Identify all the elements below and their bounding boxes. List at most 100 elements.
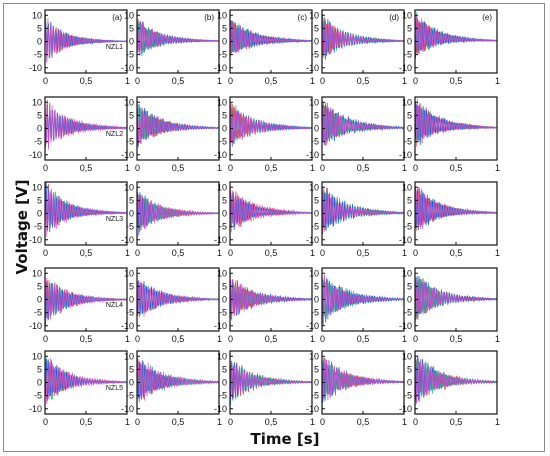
y-tick-label: 0	[314, 295, 319, 305]
y-tick-label: 0	[222, 378, 227, 388]
y-tick-label: 0	[407, 295, 412, 305]
series-line-4	[415, 14, 497, 57]
y-tick-label: -5	[126, 391, 134, 401]
y-tick-label: -5	[34, 137, 42, 147]
x-tick-label: 1	[495, 417, 500, 427]
y-tick-label: 5	[314, 23, 319, 33]
y-tick-label: 0	[314, 37, 319, 47]
y-tick-label: 5	[129, 195, 134, 205]
series-line-4	[137, 194, 219, 231]
y-tick-label: 0	[407, 37, 412, 47]
x-tick-label: 0	[43, 76, 48, 86]
y-tick-label: 0	[407, 209, 412, 219]
x-tick-label: 0	[228, 334, 233, 344]
series-line-4	[415, 278, 497, 321]
y-tick-label: 10	[32, 10, 42, 20]
x-tick-label: 0,5	[80, 163, 93, 173]
y-tick-label: 0	[129, 378, 134, 388]
y-tick-label: 5	[222, 110, 227, 120]
x-tick-label: 0,5	[357, 417, 370, 427]
y-tick-label: -5	[219, 308, 227, 318]
y-tick-label: -5	[404, 50, 412, 60]
x-axis-label: Time [s]	[250, 430, 320, 448]
x-tick-label: 0	[135, 417, 140, 427]
y-tick-label: 5	[129, 110, 134, 120]
x-tick-label: 1	[495, 76, 500, 86]
y-tick-label: 0	[37, 295, 42, 305]
x-tick-label: 1	[402, 76, 407, 86]
x-tick-label: 0	[135, 76, 140, 86]
y-tick-label: 5	[314, 281, 319, 291]
y-tick-label: -10	[214, 321, 227, 331]
y-tick-label: 5	[407, 364, 412, 374]
x-tick-label: 0	[413, 417, 418, 427]
y-tick-label: 5	[37, 364, 42, 374]
y-tick-label: -5	[126, 50, 134, 60]
signal-traces	[45, 357, 127, 407]
y-tick-label: -10	[214, 63, 227, 73]
y-tick-label: 10	[217, 268, 227, 278]
y-tick-label: 0	[407, 378, 412, 388]
x-tick-label: 0	[43, 334, 48, 344]
y-tick-label: -10	[306, 235, 319, 245]
series-line-4	[415, 354, 497, 404]
y-tick-label: 5	[222, 364, 227, 374]
y-tick-label: -10	[121, 404, 134, 414]
x-tick-label: 0,5	[265, 334, 278, 344]
y-tick-label: 5	[222, 281, 227, 291]
column-label: (d)	[389, 13, 399, 22]
y-tick-label: -5	[311, 137, 319, 147]
signal-traces	[230, 278, 312, 321]
y-tick-label: -10	[121, 235, 134, 245]
x-tick-label: 1	[125, 417, 130, 427]
x-tick-label: 1	[402, 248, 407, 258]
x-tick-label: 0,5	[450, 163, 463, 173]
y-tick-label: 10	[402, 10, 412, 20]
x-tick-label: 0	[320, 248, 325, 258]
y-tick-label: -10	[399, 321, 412, 331]
x-tick-label: 1	[217, 417, 222, 427]
y-tick-label: 0	[37, 37, 42, 47]
y-tick-label: 10	[124, 351, 134, 361]
y-tick-label: -10	[121, 150, 134, 160]
x-tick-label: 0	[43, 248, 48, 258]
signal-traces	[45, 99, 127, 150]
y-tick-label: -10	[306, 404, 319, 414]
signal-traces	[322, 97, 404, 146]
y-tick-label: 0	[129, 124, 134, 134]
series-line-4	[137, 104, 219, 144]
y-tick-label: 10	[309, 182, 319, 192]
y-tick-label: -10	[214, 404, 227, 414]
signal-traces	[137, 192, 219, 236]
y-tick-label: 10	[402, 182, 412, 192]
y-tick-label: -5	[126, 308, 134, 318]
y-tick-label: 0	[37, 124, 42, 134]
y-tick-label: 5	[129, 281, 134, 291]
y-tick-label: 10	[309, 268, 319, 278]
x-tick-label: 1	[310, 163, 315, 173]
y-tick-label: 5	[37, 23, 42, 33]
y-tick-label: -5	[404, 308, 412, 318]
y-tick-label: 0	[222, 295, 227, 305]
y-tick-label: -5	[34, 222, 42, 232]
y-tick-label: 0	[314, 378, 319, 388]
x-tick-label: 0,5	[80, 248, 93, 258]
series-line-4	[45, 357, 127, 404]
x-tick-label: 1	[495, 334, 500, 344]
y-tick-label: 10	[32, 97, 42, 107]
x-tick-label: 0	[43, 417, 48, 427]
y-tick-label: 10	[124, 97, 134, 107]
y-tick-label: 5	[407, 110, 412, 120]
y-tick-label: -5	[219, 222, 227, 232]
